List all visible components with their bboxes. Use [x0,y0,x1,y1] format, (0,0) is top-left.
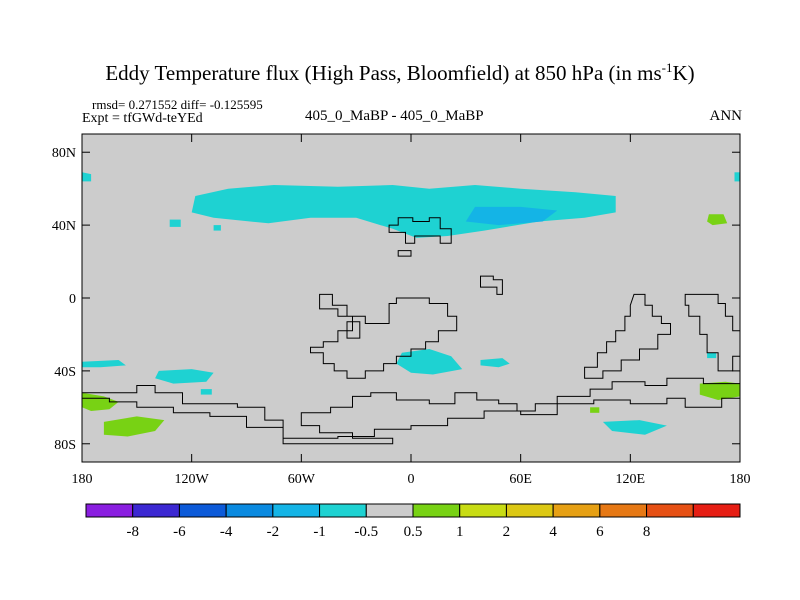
outline-continent-b-outline [584,293,671,379]
region-sh-flux-small-pacific [200,389,212,395]
region-nh-flux-pacific-small [169,219,181,227]
colorbar-label: -8 [126,524,139,540]
outline-south-ocean-outline [82,377,740,445]
colorbar-label: 8 [643,524,651,540]
chart-title-superscript: -1 [661,60,673,75]
y-tick-label: 40S [54,365,76,380]
region-sh-flux-south-pacific [155,369,214,384]
chart-title-main: Eddy Temperature flux (High Pass, Bloomf… [105,61,662,85]
y-tick-label: 80S [54,438,76,453]
colorbar-swatch [599,503,648,518]
colorbar-label: -4 [220,524,233,540]
colorbar-label: 6 [596,524,604,540]
region-sh-pos-small-indian [590,407,600,413]
case-label: 405_0_MaBP - 405_0_MaBP [305,108,484,124]
region-nh-flux-north-pacific-small [734,172,740,182]
region-nh-flux-east-asia-small [213,225,221,231]
chart-title-tail: K) [672,61,695,85]
region-sh-pos-south-pacific [82,392,119,411]
outline-europe-asia-outline [388,217,452,244]
colorbar-label: -6 [173,524,186,540]
colorbar-swatch [459,503,507,518]
region-nh-pos-north-pacific [707,214,728,226]
colorbar-label: -2 [267,524,280,540]
region-nh-jet-flux [191,185,616,238]
region-sh-pos-east-pacific [699,381,740,400]
colorbar-swatch [692,503,741,518]
colorbar-label: 4 [549,524,557,540]
region-sh-pos-ross-sea [103,416,165,437]
colorbar-swatch [272,503,321,518]
x-tick-label: 60E [509,472,532,487]
x-tick-label: 120E [616,472,646,487]
region-nh-jet-core [465,206,558,226]
outline-continent-a-outline [310,293,458,379]
region-sh-flux-west-edge [82,360,126,368]
colorbar-swatch [85,503,134,518]
colorbar-label: -0.5 [354,524,378,540]
colorbar-label: 0.5 [404,524,423,540]
x-tick-label: 120W [175,472,210,487]
outline-asia-small-island [397,250,412,257]
colorbar-swatch [178,503,227,518]
stats-text: rmsd= 0.271552 diff= -0.125595 [92,97,263,112]
experiment-label: Expt = tfGWd-teYEd [82,111,203,126]
colorbar-swatch [646,503,694,518]
colorbar-swatch [132,503,180,518]
colorbar-swatch [552,503,601,518]
region-sh-flux-indian [480,358,510,368]
y-tick-label: 40N [52,219,76,234]
region-sh-flux-south-atlantic [396,349,463,375]
outline-west-atlantic-island [346,321,361,339]
region-sh-flux-australia-south [602,420,667,435]
outline-arabia-outline [480,275,503,295]
colorbar-swatch [365,503,414,518]
colorbar-label: 2 [503,524,511,540]
y-tick-label: 80N [52,146,76,161]
x-tick-label: 180 [72,472,93,487]
region-sh-flux-east-pacific-small [707,352,717,359]
x-tick-label: 0 [408,472,415,487]
x-tick-label: 60W [288,472,316,487]
colorbar-swatch [319,503,367,518]
x-tick-label: 180 [730,472,751,487]
region-nh-flux-west-pacific [82,172,92,182]
chart-title: Eddy Temperature flux (High Pass, Bloomf… [0,60,800,86]
colorbar-label: 1 [456,524,464,540]
y-tick-label: 0 [69,292,76,307]
colorbar-swatch [225,503,274,518]
colorbar-swatch [412,503,461,518]
season-label: ANN [709,108,743,124]
colorbar-swatch [505,503,554,518]
colorbar-label: -1 [313,524,326,540]
